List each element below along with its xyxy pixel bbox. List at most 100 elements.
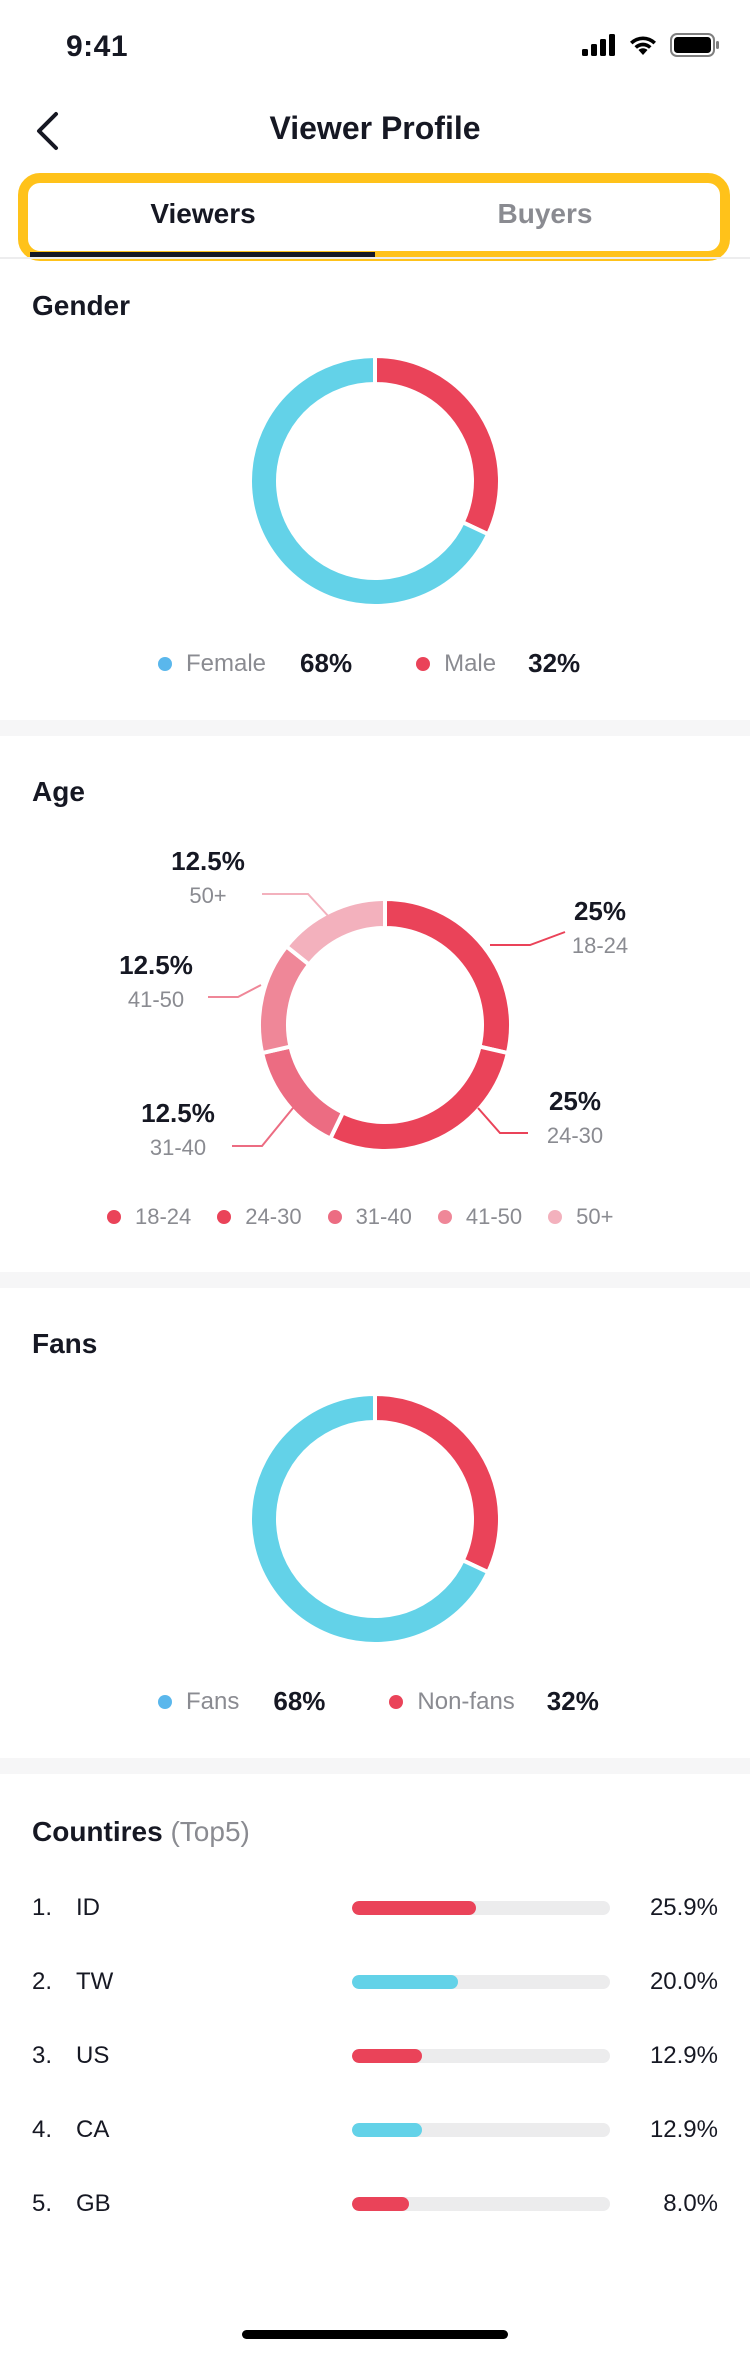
female-legend-label: Female	[186, 649, 267, 677]
country-code: CA	[76, 2116, 110, 2143]
age-pct-41-50: 12.5%	[119, 950, 193, 980]
age-legend-24-30: 24-30	[245, 1204, 302, 1229]
country-code: ID	[76, 1894, 100, 1921]
country-bar-fill	[352, 1975, 458, 1989]
fans-slice	[248, 1391, 491, 1646]
age-legend-18-24: 18-24	[135, 1204, 192, 1229]
age-leader-50plus	[262, 893, 331, 919]
age-range-50plus: 50+	[189, 883, 227, 908]
age-donut-chart	[208, 893, 566, 1153]
age-legend-31-40: 31-40	[355, 1204, 412, 1229]
tab-viewers[interactable]: Viewers	[150, 198, 256, 229]
age-range-24-30: 24-30	[546, 1123, 604, 1148]
age-legend-dot-50plus	[548, 1210, 563, 1224]
country-percent: 20.0%	[649, 1968, 718, 1995]
fans-legend-label: Fans	[186, 1687, 240, 1715]
country-bar-fill	[352, 1901, 476, 1915]
country-percent: 8.0%	[663, 2190, 718, 2217]
male-legend-dot	[416, 656, 431, 671]
country-percent: 12.9%	[649, 2042, 718, 2069]
nonfans-slice	[373, 1391, 502, 1575]
gender-legend: Female 68% Male 32%	[158, 648, 580, 679]
status-icons	[582, 32, 720, 58]
age-section-title: Age	[32, 776, 85, 807]
male-legend-label: Male	[444, 649, 497, 677]
country-percent: 12.9%	[649, 2116, 718, 2143]
gender-section-title: Gender	[32, 290, 131, 321]
country-row: 4. CA 12.9%	[32, 2110, 718, 2150]
page-title: Viewer Profile	[269, 110, 481, 146]
age-legend-dot-41-50	[437, 1210, 452, 1224]
countries-section-title: Countires (Top5)	[32, 1816, 250, 1848]
age-label-41-50: 12.5% 41-50	[86, 950, 226, 1013]
country-bar-track	[352, 2123, 610, 2137]
fans-legend-dot	[158, 1694, 172, 1709]
age-range-41-50: 41-50	[127, 987, 185, 1012]
age-legend-50plus: 50+	[576, 1204, 614, 1229]
age-slice-50plus	[283, 896, 387, 968]
age-pct-24-30: 25%	[548, 1086, 602, 1116]
age-range-18-24: 18-24	[571, 933, 629, 958]
country-row: 1. ID 25.9%	[32, 1888, 718, 1928]
country-row: 3. US 12.9%	[32, 2036, 718, 2076]
country-rank: 4.	[32, 2116, 53, 2143]
female-slice	[248, 353, 491, 608]
back-arrow-icon[interactable]	[30, 108, 66, 154]
nonfans-legend-value: 32%	[546, 1686, 599, 1716]
fans-section-title: Fans	[32, 1328, 98, 1359]
country-row: 2. TW 20.0%	[32, 1962, 718, 2002]
active-tab-indicator	[30, 252, 375, 257]
age-legend-41-50: 41-50	[465, 1204, 523, 1229]
fans-donut-chart	[248, 1391, 502, 1646]
section-separator	[0, 720, 750, 736]
country-row: 5. GB 8.0%	[32, 2184, 718, 2224]
section-separator	[0, 1272, 750, 1288]
fans-legend-value: 68%	[273, 1686, 326, 1716]
age-label-50plus: 12.5% 50+	[138, 846, 278, 909]
gender-donut-chart	[248, 353, 502, 608]
signal-icon	[582, 34, 615, 56]
male-legend-value: 32%	[528, 648, 581, 678]
tab-divider	[0, 257, 750, 259]
age-label-31-40: 12.5% 31-40	[108, 1098, 248, 1161]
country-percent: 25.9%	[649, 1894, 718, 1921]
country-bar-track	[352, 1975, 610, 1989]
country-rank: 3.	[32, 2042, 53, 2069]
country-bar-track	[352, 1901, 610, 1915]
country-bar-fill	[352, 2049, 422, 2063]
country-rank: 5.	[32, 2190, 53, 2217]
country-rank: 1.	[32, 1894, 53, 1921]
male-slice	[373, 353, 502, 537]
age-leader-24-30	[477, 1107, 528, 1134]
age-legend-dot-31-40	[327, 1210, 342, 1224]
nonfans-legend-dot	[389, 1694, 404, 1709]
age-pct-18-24: 25%	[573, 896, 627, 926]
tab-buyers[interactable]: Buyers	[497, 198, 593, 229]
age-legend-dot-24-30	[217, 1210, 232, 1224]
country-bar-fill	[352, 2123, 422, 2137]
age-pct-50plus: 12.5%	[171, 846, 245, 876]
age-label-24-30: 25% 24-30	[505, 1086, 645, 1149]
age-leader-18-24	[490, 931, 566, 946]
age-range-31-40: 31-40	[149, 1135, 207, 1160]
age-label-18-24: 25% 18-24	[530, 896, 670, 959]
country-rank: 2.	[32, 1968, 53, 1995]
age-slice-31-40	[259, 1044, 346, 1142]
country-bar-track	[352, 2049, 610, 2063]
status-time: 9:41	[66, 30, 129, 63]
country-code: GB	[76, 2190, 111, 2217]
country-code: US	[76, 2042, 110, 2069]
female-legend-value: 68%	[300, 648, 353, 678]
age-slice-18-24	[383, 896, 513, 1056]
age-pct-31-40: 12.5%	[141, 1098, 215, 1128]
country-bar-track	[352, 2197, 610, 2211]
age-leader-31-40	[232, 1107, 294, 1147]
countries-subtitle: (Top5)	[170, 1816, 250, 1847]
age-slice-41-50	[257, 943, 312, 1056]
age-legend: 18-24 24-30 31-40 41-50 50+	[107, 1204, 613, 1230]
age-leader-41-50	[208, 984, 262, 998]
country-bar-fill	[352, 2197, 409, 2211]
female-legend-dot	[158, 656, 172, 671]
fans-legend: Fans 68% Non-fans 32%	[158, 1686, 599, 1717]
home-indicator	[242, 2330, 508, 2339]
